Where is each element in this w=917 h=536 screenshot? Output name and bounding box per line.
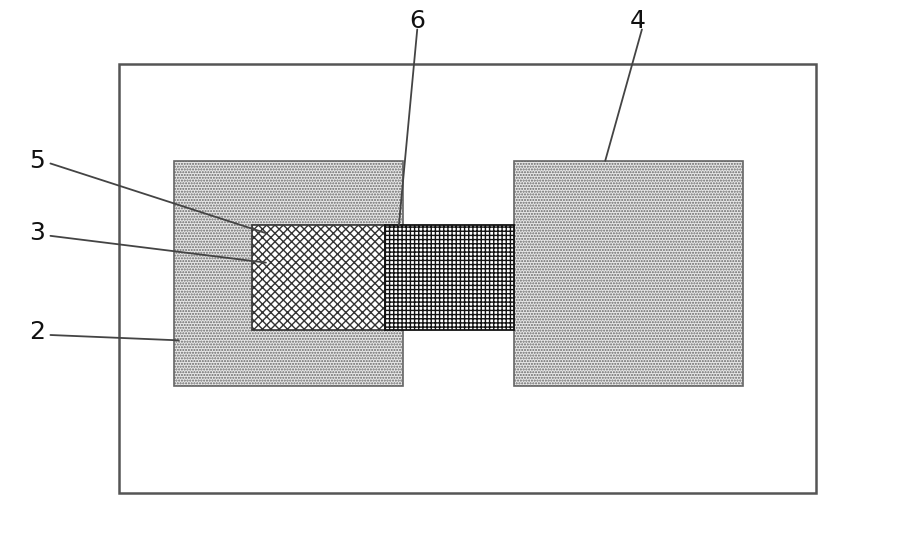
Text: 3: 3 [28, 221, 45, 245]
Text: 6: 6 [409, 10, 425, 33]
Bar [119, 64, 816, 493]
Text: 5: 5 [28, 149, 45, 173]
Bar [252, 225, 385, 330]
Bar [385, 225, 514, 330]
Text: 4: 4 [629, 10, 646, 33]
Text: 2: 2 [28, 321, 45, 344]
Bar [174, 161, 403, 386]
Bar [514, 161, 743, 386]
